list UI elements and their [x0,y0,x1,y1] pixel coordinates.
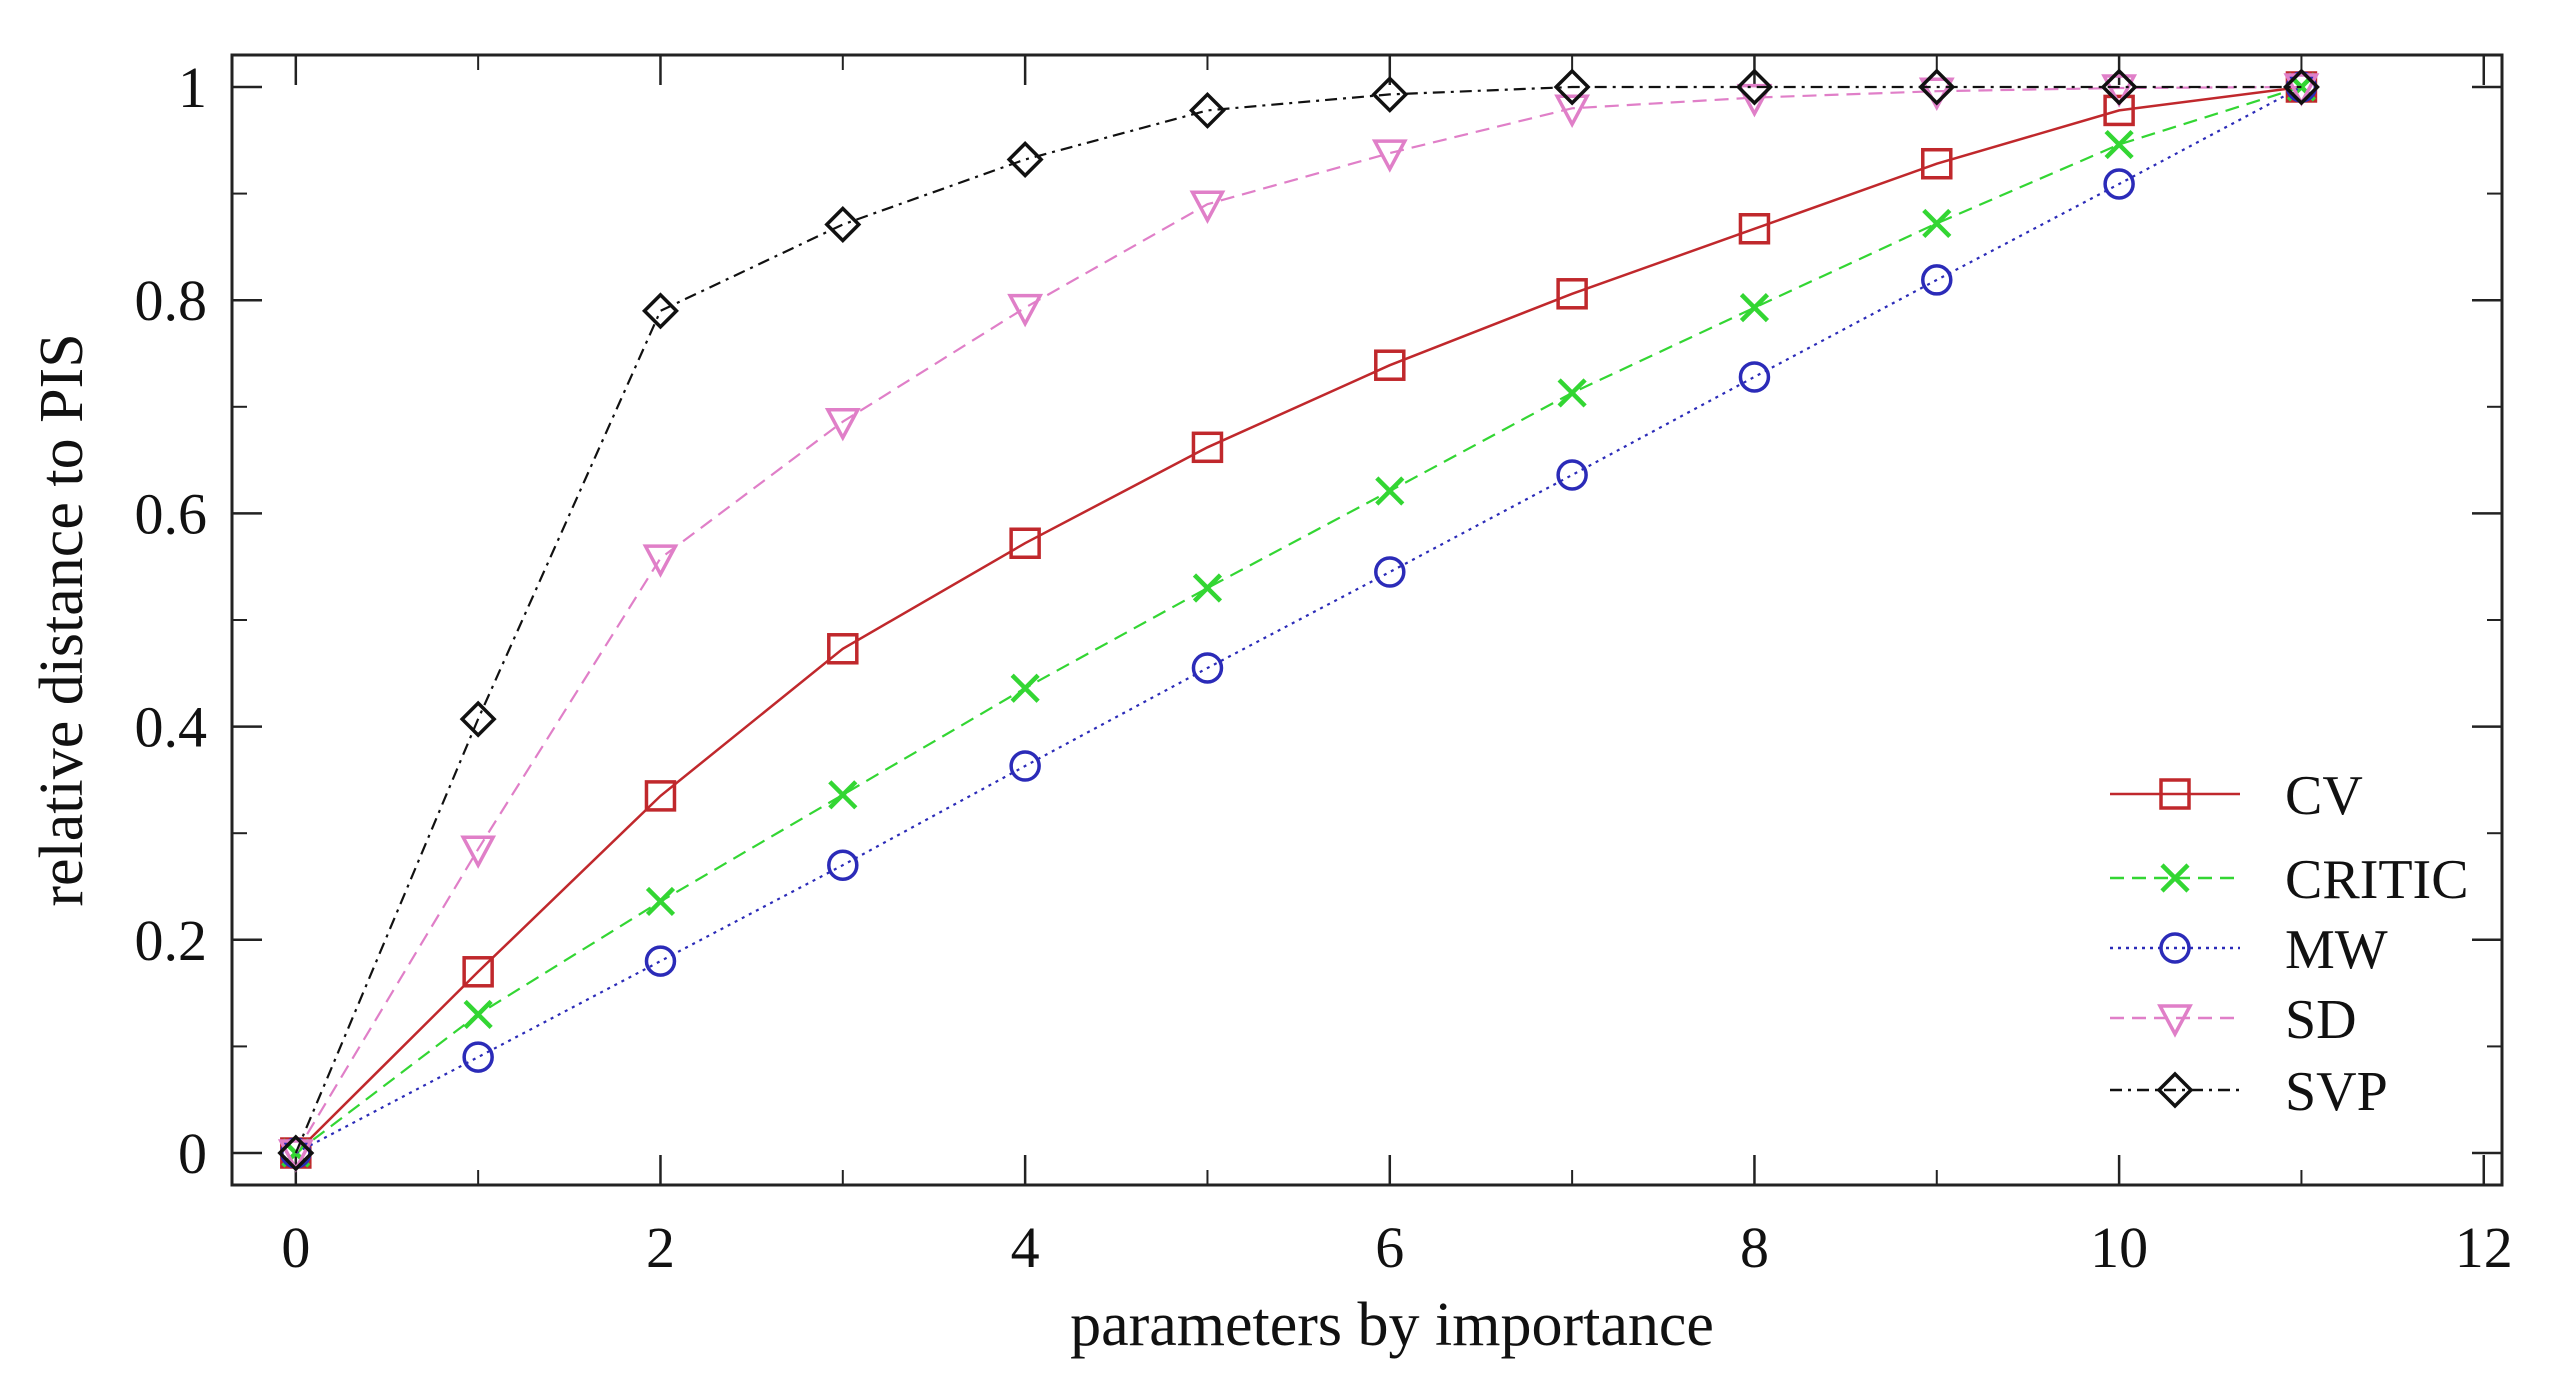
legend-marker-sd [2157,1004,2193,1038]
data-point-svp [824,206,862,243]
data-point-critic [2104,129,2134,160]
data-point-mw [1921,264,1953,296]
data-point-svp [1735,68,1773,106]
data-point-svp [641,292,679,330]
x-tick-label: 6 [1375,1215,1404,1280]
data-point-critic [463,999,493,1030]
x-tick-label: 4 [1011,1215,1040,1280]
data-point-mw [1738,361,1771,393]
data-point-sd [1736,83,1773,118]
data-point-svp [1918,68,1956,106]
data-point-sd [824,407,861,442]
series-svp [277,68,2320,1172]
data-point-sd [1371,139,1408,173]
legend: CV CRITIC MW SD SVP [2110,765,2469,1123]
y-tick-labels: 0 0.2 0.4 0.6 0.8 1 [135,55,208,1186]
data-point-sd [1554,94,1591,129]
data-point-sd [1007,293,1044,328]
data-point-cv [827,633,859,665]
data-point-cv [1374,349,1406,381]
series-critic [281,72,2317,1168]
legend-label-cv: CV [2285,765,2363,827]
x-axis-label: parameters by importance [1070,1291,1714,1359]
legend-marker-critic [2160,863,2190,893]
data-point-mw [462,1041,494,1073]
data-point-sd [2101,74,2138,108]
data-point-cv [2103,94,2135,127]
y-tick-label: 0.4 [135,695,208,760]
x-tick-label: 12 [2455,1215,2513,1280]
legend-label-svp: SVP [2285,1061,2388,1123]
data-point-critic [1557,378,1587,408]
data-point-mw [1009,750,1041,782]
data-point-mw [644,945,677,977]
data-point-svp [1553,68,1591,106]
y-tick-label: 0.8 [135,268,208,333]
legend-marker-cv [2159,778,2191,810]
data-point-cv [1921,147,1953,180]
data-point-svp [2282,68,2320,106]
data-point-critic [645,886,676,917]
series-line-svp [294,85,2302,1154]
y-tick-label: 0.2 [135,908,208,973]
legend-marker-mw [2159,932,2191,964]
data-point-cv [1738,213,1771,245]
data-point-mw [1556,459,1588,491]
data-point-sd [2283,73,2320,107]
plot-frame [230,53,2504,1187]
data-point-mw [1374,556,1406,588]
legend-label-critic: CRITIC [2285,849,2469,911]
y-tick-label: 1 [178,55,207,120]
data-point-sd [460,835,497,869]
data-point-svp [1371,75,1409,113]
axis-ticks [232,55,2502,1185]
data-point-cv [644,780,677,812]
data-point-svp [1006,140,1044,178]
x-tick-label: 0 [281,1215,310,1280]
data-point-sd [277,1139,314,1173]
series-line-mw [295,86,2302,1154]
series-layer [277,68,2320,1173]
data-point-cv [1191,431,1224,464]
series-line-critic [295,85,2302,1154]
data-point-critic [828,780,858,810]
data-point-svp [1188,91,1226,129]
data-point-critic [1739,293,1770,323]
y-tick-label: 0.6 [135,481,208,546]
data-point-cv [462,956,494,988]
series-cv [280,71,2318,1169]
data-point-svp [2100,68,2138,106]
data-point-sd [642,544,679,578]
data-point-sd [1189,190,1226,224]
series-mw [280,71,2318,1169]
x-tick-label: 10 [2090,1215,2148,1280]
data-point-svp [277,1134,315,1172]
x-tick-labels: 0 2 4 6 8 10 12 [281,1215,2512,1280]
series-line-sd [294,85,2302,1154]
data-point-svp [459,700,497,738]
data-point-critic [1010,673,1040,703]
x-tick-label: 2 [646,1215,675,1280]
y-tick-label: 0 [178,1121,207,1186]
data-point-mw [827,849,859,881]
data-point-cv [1556,278,1588,310]
data-point-critic [1922,208,1952,239]
x-tick-label: 8 [1740,1215,1769,1280]
data-point-cv [1009,527,1041,559]
y-axis-label: relative distance to PIS [28,333,96,906]
legend-marker-svp [2156,1071,2194,1109]
data-point-mw [1191,652,1224,684]
data-point-critic [1192,573,1223,603]
series-sd [277,73,2320,1173]
legend-label-mw: MW [2285,919,2388,981]
data-point-mw [2103,168,2135,200]
data-point-critic [1375,476,1405,506]
legend-label-sd: SD [2285,989,2357,1051]
series-line-cv [294,85,2302,1154]
